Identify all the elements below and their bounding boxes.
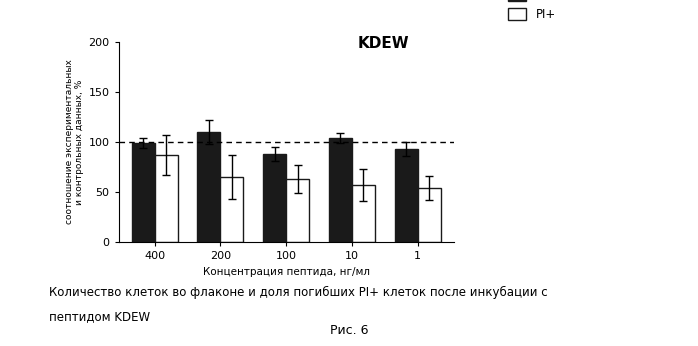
Bar bbox=[263, 154, 286, 242]
Bar bbox=[352, 185, 375, 242]
Text: пептидом KDEW: пептидом KDEW bbox=[49, 310, 150, 323]
Bar bbox=[286, 179, 309, 242]
Legend: Кол-во клеток, PI+: Кол-во клеток, PI+ bbox=[508, 0, 624, 20]
Bar bbox=[132, 143, 155, 242]
Bar bbox=[155, 155, 178, 242]
Bar bbox=[394, 149, 417, 242]
X-axis label: Концентрация пептида, нг/мл: Концентрация пептида, нг/мл bbox=[202, 267, 370, 277]
Y-axis label: соотношение экспериментальных
и контрольных данных, %: соотношение экспериментальных и контроль… bbox=[65, 60, 84, 224]
Text: Рис. 6: Рис. 6 bbox=[329, 324, 369, 337]
Bar bbox=[198, 132, 221, 242]
Bar bbox=[221, 177, 244, 242]
Text: Количество клеток во флаконе и доля погибших PI+ клеток после инкубации с: Количество клеток во флаконе и доля поги… bbox=[49, 285, 547, 299]
Bar bbox=[417, 188, 440, 242]
Text: KDEW: KDEW bbox=[358, 36, 410, 51]
Bar bbox=[329, 138, 352, 242]
